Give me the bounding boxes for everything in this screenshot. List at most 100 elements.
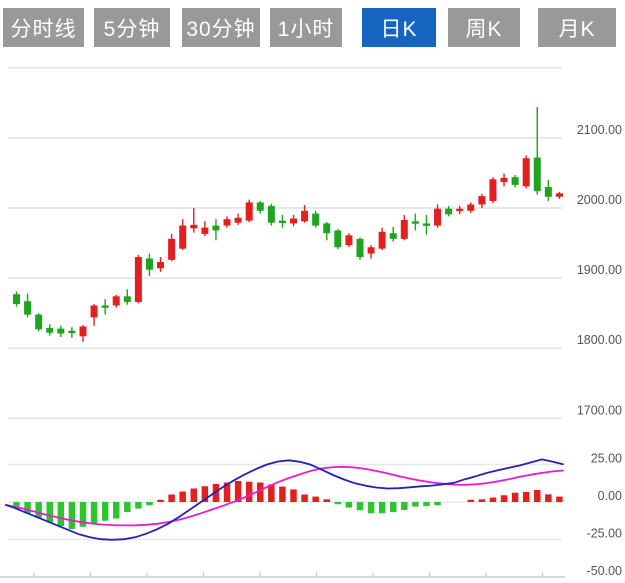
macd-bar-positive [257,482,264,502]
macd-bar-negative [68,502,76,529]
candle-body [356,238,364,258]
macd-bar-positive [489,497,497,502]
candle-body [301,210,309,222]
candle-body [323,223,331,234]
macd-bar-negative [46,502,53,523]
macd-bar-negative [79,502,87,527]
tab-weekly-k[interactable]: 周K [448,8,520,47]
macd-bar-positive [511,492,519,502]
macd-bar-positive [522,491,530,502]
macd-bar-negative [13,502,20,507]
macd-bar-negative [334,502,342,505]
macd-bar-positive [301,494,308,502]
tab-time-share[interactable]: 分时线 [3,8,84,47]
dif-line [5,458,564,541]
macd-bar-negative [345,502,353,508]
candle-body [367,247,375,254]
macd-axis-label: -25.00 [587,527,622,541]
macd-bar-positive [279,486,286,502]
candle-body [79,326,87,337]
macd-bar-negative [401,502,408,510]
candle-body [179,225,187,249]
candle-body [157,261,165,269]
tab-5min[interactable]: 5分钟 [94,8,170,47]
candle-body [555,193,563,197]
macd-dif-dea-lines [5,458,564,541]
candle-body [445,208,453,215]
price-axis-label: 1700.00 [577,403,622,417]
macd-bar-negative [423,502,430,507]
macd-bar-negative [101,502,109,521]
candle-body [223,219,231,226]
candle-body [422,223,430,226]
macd-bar-positive [245,481,253,502]
candle-body [245,202,253,221]
macd-bar-positive [478,499,486,502]
candle-body [334,230,342,248]
macd-bar-negative [146,502,153,506]
candle-body [101,305,109,308]
candle-body [46,327,54,333]
macd-bar-negative [112,502,120,519]
candle-body [533,157,541,192]
macd-bar-negative [90,502,98,523]
candle-body [212,225,220,231]
macd-bar-positive [312,496,319,502]
candle-body [112,296,120,306]
macd-bar-negative [367,502,375,514]
macd-bar-negative [389,502,397,513]
tab-daily-k[interactable]: 日K [362,8,436,47]
candle-body [24,301,32,315]
macd-bar-positive [268,484,275,502]
macd-bar-negative [135,502,142,509]
macd-bar-positive [223,482,231,502]
candle-body [267,205,275,223]
candle-body [478,196,486,205]
candle-body [57,328,65,334]
tab-1hour[interactable]: 1小时 [270,8,342,47]
candle-body [378,231,386,249]
macd-bar-negative [57,502,65,526]
macd-axis-label: 25.00 [591,452,622,466]
candle-body [511,177,519,185]
macd-axis-label: -50.00 [587,564,622,578]
candle-body [123,296,131,302]
candle-body [345,235,353,246]
candle-body [68,330,76,334]
macd-bar-negative [378,502,386,514]
candle-body [90,305,98,318]
price-axis-label: 2000.00 [577,193,622,207]
macd-bar-positive [157,499,164,502]
macd-bar-negative [412,502,419,507]
macd-bar-positive [545,494,552,502]
candle-body [256,202,264,211]
price-axis-label: 2100.00 [577,123,622,137]
candle-body [190,224,198,229]
macd-bar-negative [124,502,131,513]
candle-body [312,213,320,226]
candle-body [145,258,153,270]
candle-body [290,218,297,224]
macd-bar-positive [168,494,175,502]
timeframe-tabbar: 分时线 5分钟 30分钟 1小时 日K 周K 月K [0,0,625,56]
candle-body [500,177,508,183]
candle-body [522,158,530,187]
macd-axis-label: 0.00 [598,489,622,503]
candle-body [134,257,142,302]
macd-bar-positive [201,486,209,502]
candle-body [278,220,286,224]
candle-body [544,186,552,197]
macd-bar-positive [190,488,198,502]
macd-bar-positive [290,489,297,502]
macd-bar-positive [556,496,563,502]
tab-30min[interactable]: 30分钟 [182,8,260,47]
macd-bar-positive [212,484,220,502]
candle-body [489,179,497,201]
candle-body [434,208,442,226]
candle-body [389,233,397,239]
tab-monthly-k[interactable]: 月K [538,8,616,47]
price-axis-label: 1900.00 [577,263,622,277]
gridlines [8,66,562,541]
macd-histogram [13,481,563,529]
